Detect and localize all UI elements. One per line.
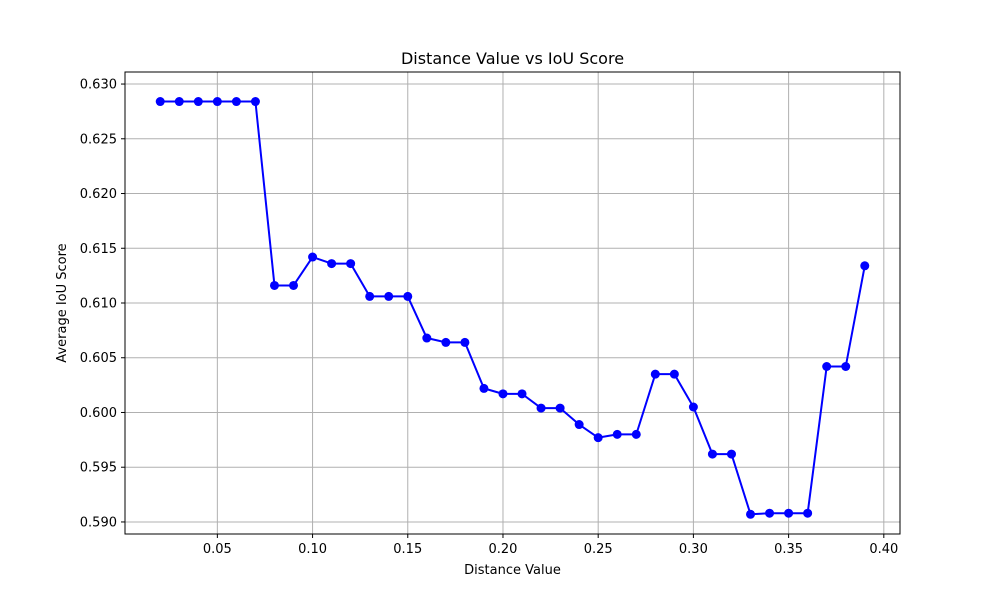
- x-tick-label: 0.05: [203, 542, 232, 557]
- data-point: [231, 97, 241, 107]
- y-tick-label: 0.630: [80, 78, 117, 93]
- data-point: [346, 259, 356, 269]
- data-point: [193, 97, 203, 107]
- y-tick-label: 0.620: [80, 187, 117, 202]
- data-point: [250, 97, 260, 107]
- data-point: [631, 429, 641, 439]
- data-point: [269, 280, 279, 290]
- data-point: [707, 449, 717, 459]
- data-point: [441, 337, 451, 347]
- y-tick-label: 0.595: [80, 461, 117, 476]
- data-point: [803, 508, 813, 518]
- data-point: [384, 291, 394, 301]
- data-point: [365, 291, 375, 301]
- data-series: [155, 97, 870, 519]
- data-point: [650, 369, 660, 379]
- data-point: [327, 259, 337, 269]
- data-point: [746, 509, 756, 519]
- data-point: [403, 291, 413, 301]
- data-point: [155, 97, 165, 107]
- data-point: [479, 383, 489, 393]
- x-axis-label: Distance Value: [464, 563, 561, 578]
- y-axis-label: Average IoU Score: [55, 243, 70, 362]
- data-point: [212, 97, 222, 107]
- x-tick-label: 0.40: [869, 542, 898, 557]
- x-tick-label: 0.35: [774, 542, 803, 557]
- axis-ticks: 0.05 0.10 0.15 0.20 0.25 0.30 0.35 0.40 0.590 0.5…: [80, 78, 899, 557]
- data-point: [174, 97, 184, 107]
- data-point: [669, 369, 679, 379]
- data-point: [536, 403, 546, 413]
- data-point: [555, 403, 565, 413]
- y-tick-label: 0.605: [80, 351, 117, 366]
- data-point: [860, 261, 870, 271]
- data-point: [726, 449, 736, 459]
- data-point: [593, 433, 603, 443]
- x-tick-label: 0.15: [393, 542, 422, 557]
- data-point: [612, 429, 622, 439]
- grid: [125, 72, 900, 534]
- y-tick-label: 0.615: [80, 242, 117, 257]
- y-tick-label: 0.610: [80, 297, 117, 312]
- x-tick-label: 0.20: [489, 542, 518, 557]
- data-point: [688, 402, 698, 412]
- data-point: [784, 508, 794, 518]
- data-point: [517, 389, 527, 399]
- data-point: [308, 252, 318, 262]
- data-point: [822, 361, 832, 371]
- chart-title: Distance Value vs IoU Score: [401, 49, 624, 68]
- data-point: [841, 361, 851, 371]
- data-point: [498, 389, 508, 399]
- y-tick-label: 0.590: [80, 515, 117, 530]
- y-tick-label: 0.625: [80, 132, 117, 147]
- x-tick-label: 0.30: [679, 542, 708, 557]
- data-point: [289, 280, 299, 290]
- data-point: [574, 420, 584, 430]
- data-point: [460, 337, 470, 347]
- x-tick-label: 0.25: [584, 542, 613, 557]
- data-point: [765, 508, 775, 518]
- x-tick-label: 0.10: [298, 542, 327, 557]
- y-tick-label: 0.600: [80, 406, 117, 421]
- data-point: [422, 333, 432, 343]
